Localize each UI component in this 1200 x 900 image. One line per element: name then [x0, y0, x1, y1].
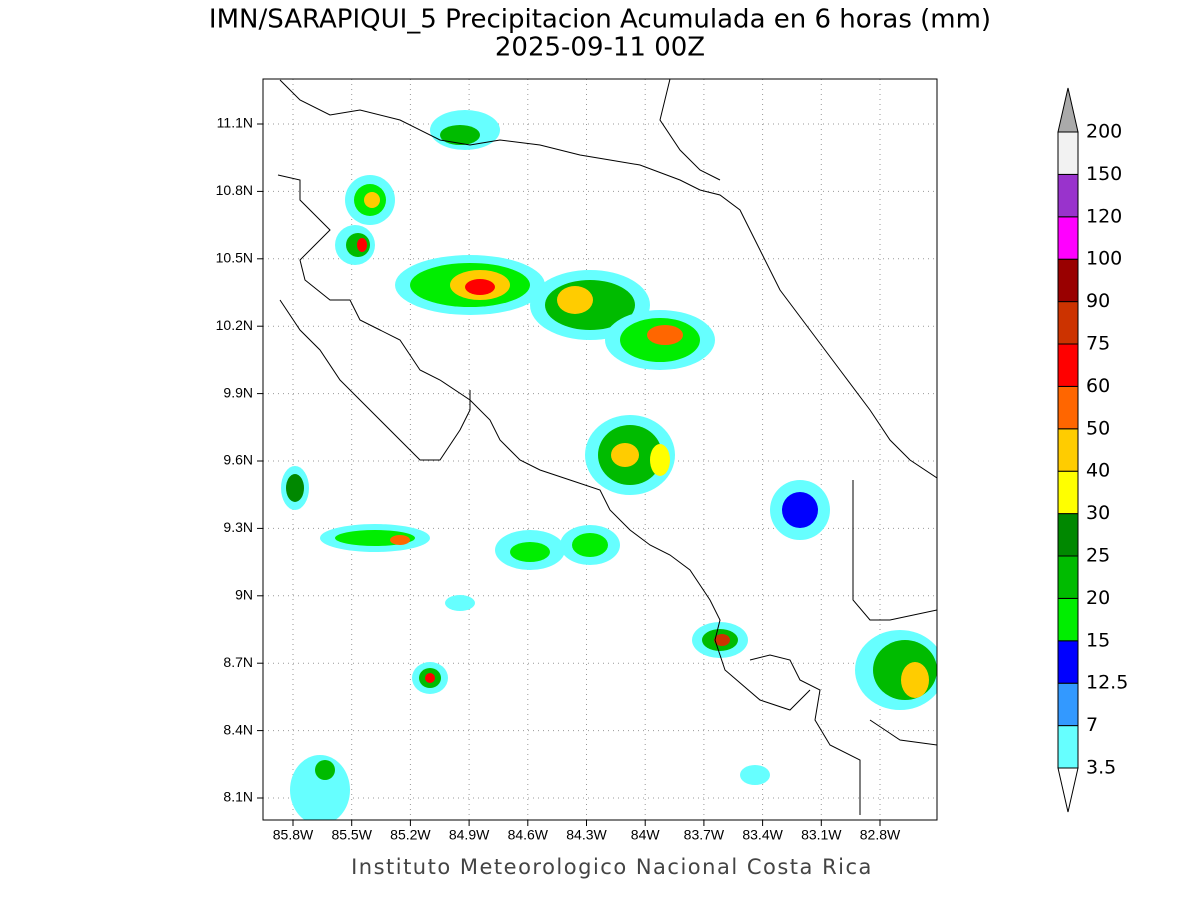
colorbar-box — [1057, 725, 1079, 769]
colorbar-box — [1057, 301, 1079, 345]
colorbar-label: 25 — [1086, 545, 1110, 567]
colorbar-label: 30 — [1086, 502, 1110, 524]
precip-field — [277, 79, 937, 820]
colorbar-box — [1057, 597, 1079, 642]
colorbar-box — [1057, 385, 1079, 430]
colorbar-box — [1057, 682, 1079, 727]
colorbar-box — [1057, 343, 1079, 387]
rain-cells — [281, 110, 937, 820]
lon-tick-label: 84.9W — [449, 827, 490, 843]
lat-tick-label: 9.9N — [223, 384, 253, 400]
lat-tick-label: 9.6N — [223, 452, 253, 468]
lon-tick-label: 83.4W — [742, 827, 783, 843]
colorbar-box — [1057, 470, 1079, 515]
lon-tick-label: 85.8W — [273, 827, 314, 843]
lon-tick-label: 84.6W — [508, 827, 549, 843]
colorbar-label: 20 — [1086, 587, 1110, 609]
lon-tick-label: 85.2W — [390, 827, 431, 843]
colorbar-box — [1057, 513, 1079, 557]
lon-tick-label: 82.8W — [860, 827, 901, 843]
colorbar-label: 75 — [1086, 333, 1110, 355]
title: IMN/SARAPIQUI_5 Precipitacion Acumulada … — [209, 5, 991, 35]
colorbar-label: 90 — [1086, 290, 1110, 312]
lon-tick-label: 85.5W — [331, 827, 372, 843]
colorbar-label: 100 — [1086, 248, 1122, 270]
lon-tick-label: 84.3W — [566, 827, 607, 843]
colorbar-box — [1057, 131, 1079, 175]
colorbar-label: 12.5 — [1086, 672, 1128, 694]
plot-frame — [262, 78, 938, 821]
colorbar-under — [1057, 767, 1079, 813]
colorbar-box — [1057, 555, 1079, 599]
lat-tick-label: 8.7N — [223, 654, 253, 670]
colorbar-box — [1057, 640, 1079, 684]
colorbar-label: 60 — [1086, 375, 1110, 397]
lat-tick-label: 10.5N — [216, 250, 253, 266]
colorbar-label: 120 — [1086, 205, 1122, 227]
colorbar-label: 7 — [1086, 714, 1098, 736]
colorbar-box — [1057, 216, 1079, 260]
lat-tick-label: 8.1N — [223, 789, 253, 805]
colorbar: 3.5 7 12.5 15 20 25 30 40 50 60 75 90 100 120 150 200 — [1057, 87, 1128, 813]
lat-tick-label: 8.4N — [223, 721, 253, 737]
footer: Instituto Meteorologico Nacional Costa R… — [351, 855, 873, 879]
colorbar-label: 150 — [1086, 163, 1122, 185]
lat-tick-label: 9N — [235, 587, 253, 603]
lat-tick-label: 10.2N — [216, 317, 253, 333]
colorbar-label: 200 — [1086, 121, 1122, 143]
coastlines — [277, 79, 937, 815]
lon-tick-label: 84W — [631, 827, 661, 843]
colorbar-box — [1057, 258, 1079, 303]
lat-tick-label: 9.3N — [223, 519, 253, 535]
colorbar-box — [1057, 428, 1079, 472]
subtitle: 2025-09-11 00Z — [495, 33, 705, 63]
lon-tick-label: 83.7W — [684, 827, 725, 843]
colorbar-label: 3.5 — [1086, 757, 1116, 779]
lat-tick-label: 10.8N — [216, 182, 253, 198]
colorbar-label: 50 — [1086, 417, 1110, 439]
colorbar-over — [1057, 87, 1079, 133]
colorbar-label: 40 — [1086, 460, 1110, 482]
colorbar-label: 15 — [1086, 629, 1110, 651]
colorbar-box — [1057, 173, 1079, 218]
lat-tick-label: 11.1N — [217, 115, 253, 131]
lon-tick-label: 83.1W — [801, 827, 842, 843]
